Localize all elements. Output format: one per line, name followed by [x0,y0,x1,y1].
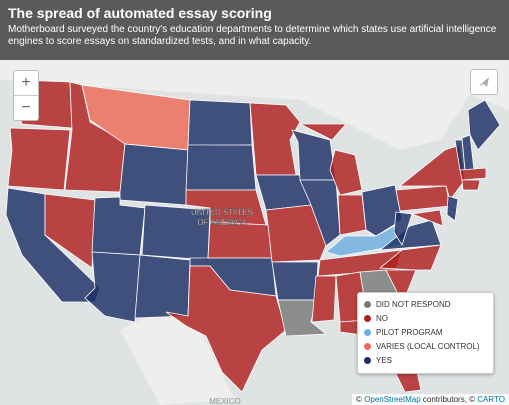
legend-item: PILOT PROGRAM [364,326,487,340]
state[interactable] [467,99,501,151]
state[interactable] [165,265,287,393]
state[interactable] [459,167,487,181]
header: The spread of automated essay scoring Mo… [0,0,509,60]
legend-item: DID NOT RESPOND [364,298,487,312]
legend-swatch [364,329,371,336]
share-icon [479,77,489,87]
legend-label: YES [376,356,393,365]
state[interactable] [299,179,341,247]
state[interactable] [299,123,347,141]
title: The spread of automated essay scoring [8,5,272,21]
legend-item: NO [364,312,487,326]
legend-item: YES [364,354,487,368]
state[interactable] [393,211,413,246]
state[interactable] [461,179,481,191]
state[interactable] [119,143,189,206]
country-label: OF AMERICA [197,218,247,227]
legend-swatch [364,343,371,350]
country-label: UNITED STATES [191,208,253,217]
state[interactable] [185,144,257,191]
legend-swatch [364,301,371,308]
attr-link[interactable]: CARTO [477,395,505,404]
state[interactable] [271,261,319,301]
share-button[interactable] [470,69,498,95]
state[interactable] [446,195,459,222]
state[interactable] [187,99,253,148]
mexico-label: MEXICO [209,397,241,405]
legend-label: DID NOT RESPOND [376,300,451,309]
mexico-land [120,310,235,405]
state[interactable] [337,194,367,236]
zoom-out[interactable]: − [21,99,31,116]
state[interactable] [207,221,273,259]
state[interactable] [361,184,403,237]
state[interactable] [329,149,363,196]
legend: DID NOT RESPOND NO PILOT PROGRAM VARIES (LO… [357,292,494,374]
legend-swatch [364,357,371,364]
states [5,79,501,393]
state[interactable] [44,193,96,269]
state[interactable] [410,209,444,227]
legend-item: VARIES (LOCAL CONTROL) [364,340,487,354]
state[interactable] [7,127,71,191]
attr-text: contributors, © [422,395,476,404]
legend-swatch [364,315,371,322]
legend-label: PILOT PROGRAM [376,328,443,337]
zoom-control: + − [13,70,39,121]
attr-text: © [356,395,362,404]
state[interactable] [134,254,191,319]
state[interactable] [378,244,442,271]
state[interactable] [277,299,328,337]
subtitle: Motherboard surveyed the country's educa… [8,24,497,47]
attribution: © OpenStreetMap contributors, © CARTO [352,394,509,405]
state[interactable] [311,275,337,323]
attr-link[interactable]: OpenStreetMap [364,395,421,404]
legend-label: VARIES (LOCAL CONTROL) [376,342,480,351]
zoom-in[interactable]: + [14,71,38,96]
legend-label: NO [376,314,388,323]
